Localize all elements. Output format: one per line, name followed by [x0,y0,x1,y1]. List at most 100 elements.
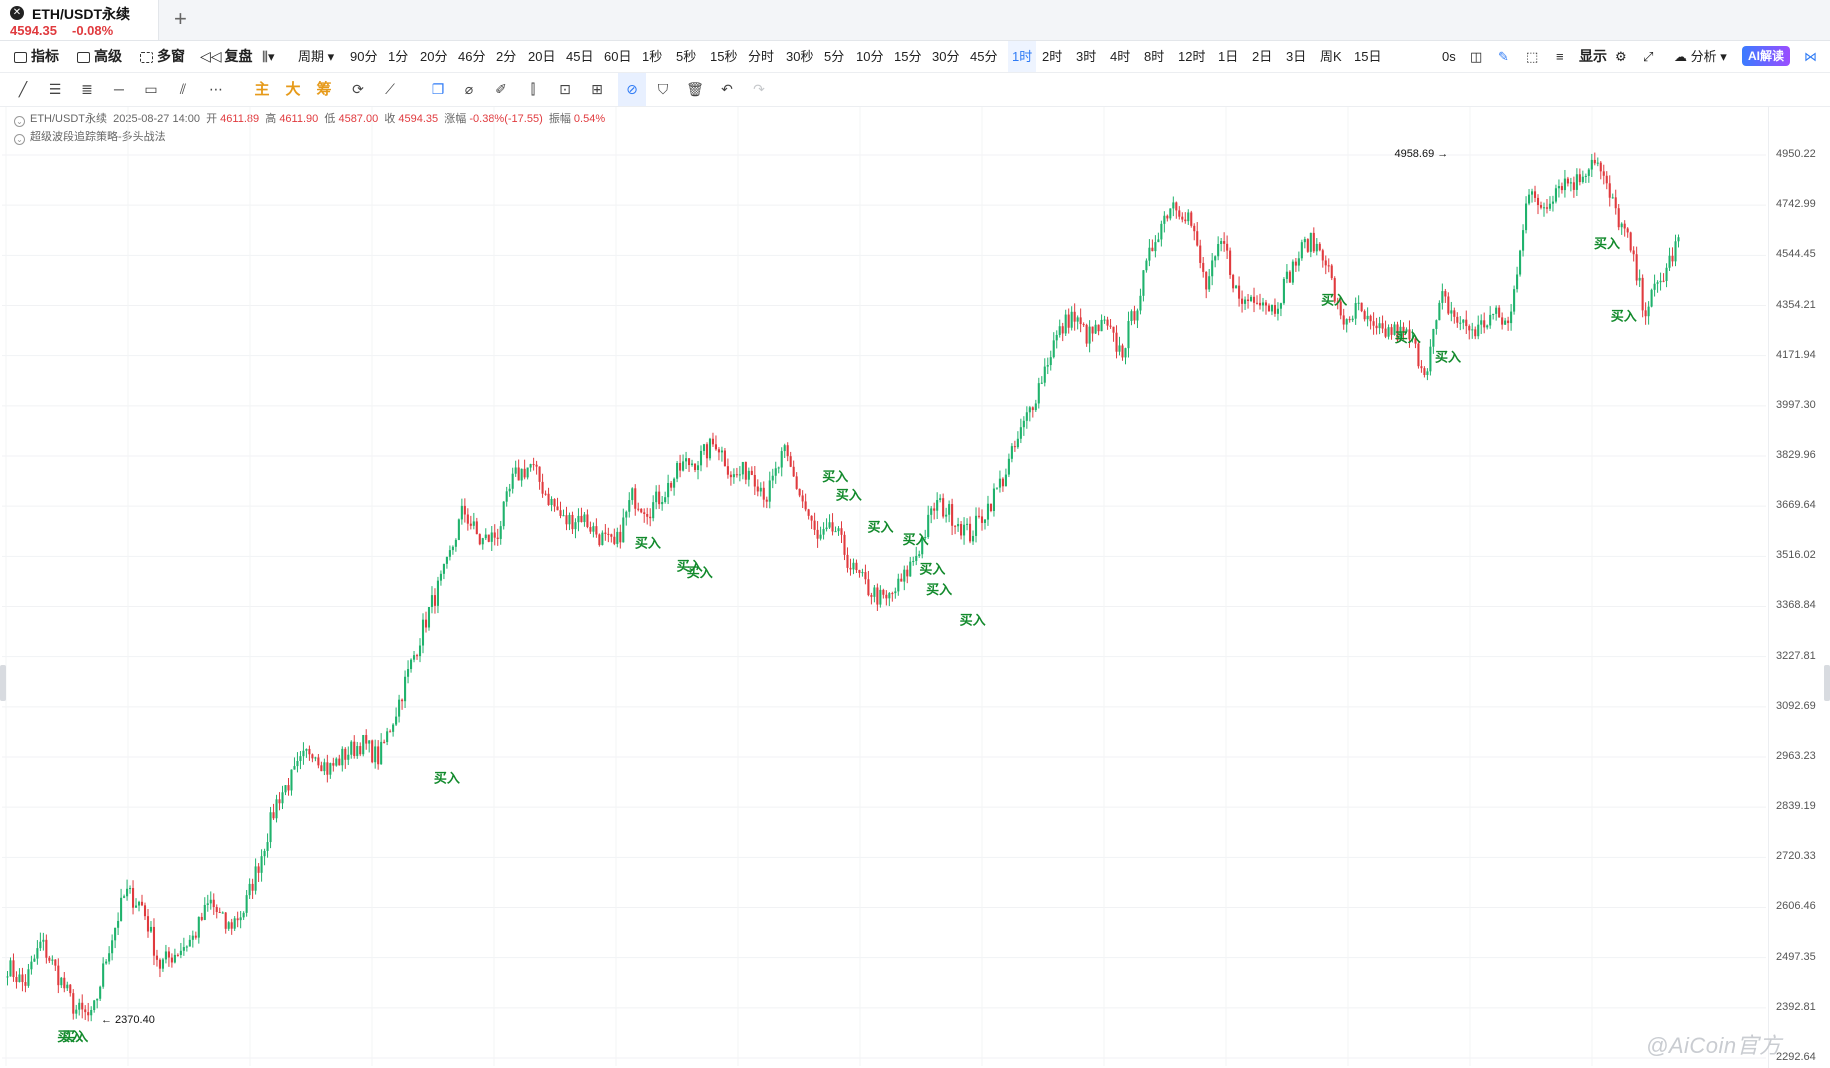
lock-icon[interactable]: ⊡ [559,81,571,97]
candle-body [287,785,290,791]
main-chart-tool[interactable]: 主 [254,81,270,98]
share-icon[interactable]: ⋈ [1804,49,1817,64]
period-13[interactable]: 5分 [824,49,845,64]
period-28[interactable]: 15日 [1354,49,1382,64]
candle-body [1498,307,1501,318]
period-5[interactable]: 20日 [528,49,556,64]
redo-icon[interactable]: ↷ [753,81,765,97]
more-tools-icon[interactable]: ⋯ [209,81,223,97]
period-0[interactable]: 90分 [350,49,378,64]
camera-icon[interactable]: ◫ [1470,49,1483,64]
candle-body [48,957,51,961]
candle-body [807,509,810,516]
collapse-icon[interactable]: ⌄ [14,116,25,127]
analysis-button[interactable]: ☁ 分析 ▾ [1674,49,1727,64]
magnet-icon[interactable]: ⊘ [618,73,646,106]
large-order-tool[interactable]: 大 [285,81,301,98]
candle-body [1393,324,1396,335]
close-icon[interactable]: ✕ [10,6,24,20]
period-10[interactable]: 15秒 [710,49,738,64]
period-24[interactable]: 1日 [1218,49,1239,64]
list-icon[interactable]: ≡ [1556,49,1564,64]
period-25[interactable]: 2日 [1252,49,1273,64]
display-button[interactable]: 显示 [1579,48,1607,64]
chart-type-button[interactable]: ⫼▾ [262,41,275,72]
candle-body [96,998,99,1001]
candle-body [415,655,419,657]
advanced-button[interactable]: 高级 [77,41,122,72]
period-19[interactable]: 2时 [1042,49,1063,64]
measure-icon[interactable]: ⟋ [385,81,395,97]
rectangle-icon[interactable]: ▭ [144,81,158,97]
ruler-icon[interactable]: ⌀ [464,81,474,97]
period-8[interactable]: 1秒 [642,49,663,64]
chip-distribution-tool[interactable]: 筹 [316,81,332,98]
fib-tool-icon[interactable]: ⫽ [179,81,187,97]
period-7[interactable]: 60日 [604,49,632,64]
period-4[interactable]: 2分 [496,49,517,64]
template-icon[interactable]: ⊞ [591,81,603,97]
period-dropdown[interactable]: 周期 ▾ [298,49,335,64]
period-23[interactable]: 12时 [1178,49,1206,64]
candle-body [1103,319,1106,321]
settings-icon[interactable]: ⚙ [1615,49,1627,64]
filter-icon[interactable]: ⛉ [657,81,669,97]
replay-button[interactable]: ◁◁ 复盘 [200,48,253,64]
candle-body [963,524,966,536]
parallel-lines-icon[interactable]: ☰ [48,81,62,97]
candle-body [305,748,308,751]
candle-body [445,556,448,564]
candle-body [1151,247,1154,252]
candle-body [1193,225,1196,232]
period-6[interactable]: 45日 [566,49,594,64]
undo-icon[interactable]: ↶ [721,81,733,97]
ai-interpret-button[interactable]: AI解读 [1742,46,1791,66]
right-panel-handle[interactable] [1824,665,1830,701]
period-16[interactable]: 30分 [932,49,960,64]
period-20[interactable]: 3时 [1076,49,1097,64]
period-12[interactable]: 30秒 [786,49,814,64]
candle-body [1019,427,1022,439]
period-17[interactable]: 45分 [970,49,998,64]
horizontal-line-icon[interactable]: ─ [114,81,124,97]
candle-body [251,883,254,891]
horizontal-rays-icon[interactable]: ≣ [81,81,93,97]
candle-body [786,445,789,457]
period-26[interactable]: 3日 [1286,49,1307,64]
period-1[interactable]: 1分 [388,49,409,64]
edit-icon[interactable]: ✎ [1498,49,1509,64]
candle-body [451,546,454,551]
period-22[interactable]: 8时 [1144,49,1165,64]
period-27[interactable]: 周K [1320,49,1342,64]
period-9[interactable]: 5秒 [676,49,697,64]
period-18[interactable]: 1时 [1008,41,1037,72]
multi-window-button[interactable]: 多窗 [140,41,185,72]
symbol-tab[interactable]: ✕ ETH/USDT永续 4594.35 -0.08% [0,0,159,40]
pencil-icon[interactable]: ✐ [495,81,507,97]
candle-body [957,524,960,527]
candle-body [224,912,227,929]
fullscreen-exit-icon[interactable]: ⬚ [1526,49,1539,64]
left-panel-handle[interactable] [0,665,6,701]
copy-icon[interactable]: ❐ [431,81,445,97]
indicator-button[interactable]: 指标 [14,41,59,72]
candle-pattern-icon[interactable]: ⫿ [530,81,536,97]
collapse-icon[interactable]: ⌄ [14,134,25,145]
candle-body [759,487,762,492]
period-15[interactable]: 15分 [894,49,922,64]
candle-body [1539,205,1543,208]
candle-body [1267,305,1271,312]
compare-icon[interactable]: ⟳ [352,81,364,97]
add-tab-icon[interactable]: + [174,6,187,31]
trash-icon[interactable]: 🗑 [686,81,704,97]
candle-body [634,488,637,509]
period-11[interactable]: 分时 [748,49,775,64]
line-tool-icon[interactable]: ╱ [18,81,28,97]
period-21[interactable]: 4时 [1110,49,1131,64]
expand-icon[interactable]: ⤢ [1643,49,1654,64]
period-3[interactable]: 46分 [458,49,486,64]
candle-body [1390,327,1393,335]
period-2[interactable]: 20分 [420,49,448,64]
period-14[interactable]: 10分 [856,49,884,64]
